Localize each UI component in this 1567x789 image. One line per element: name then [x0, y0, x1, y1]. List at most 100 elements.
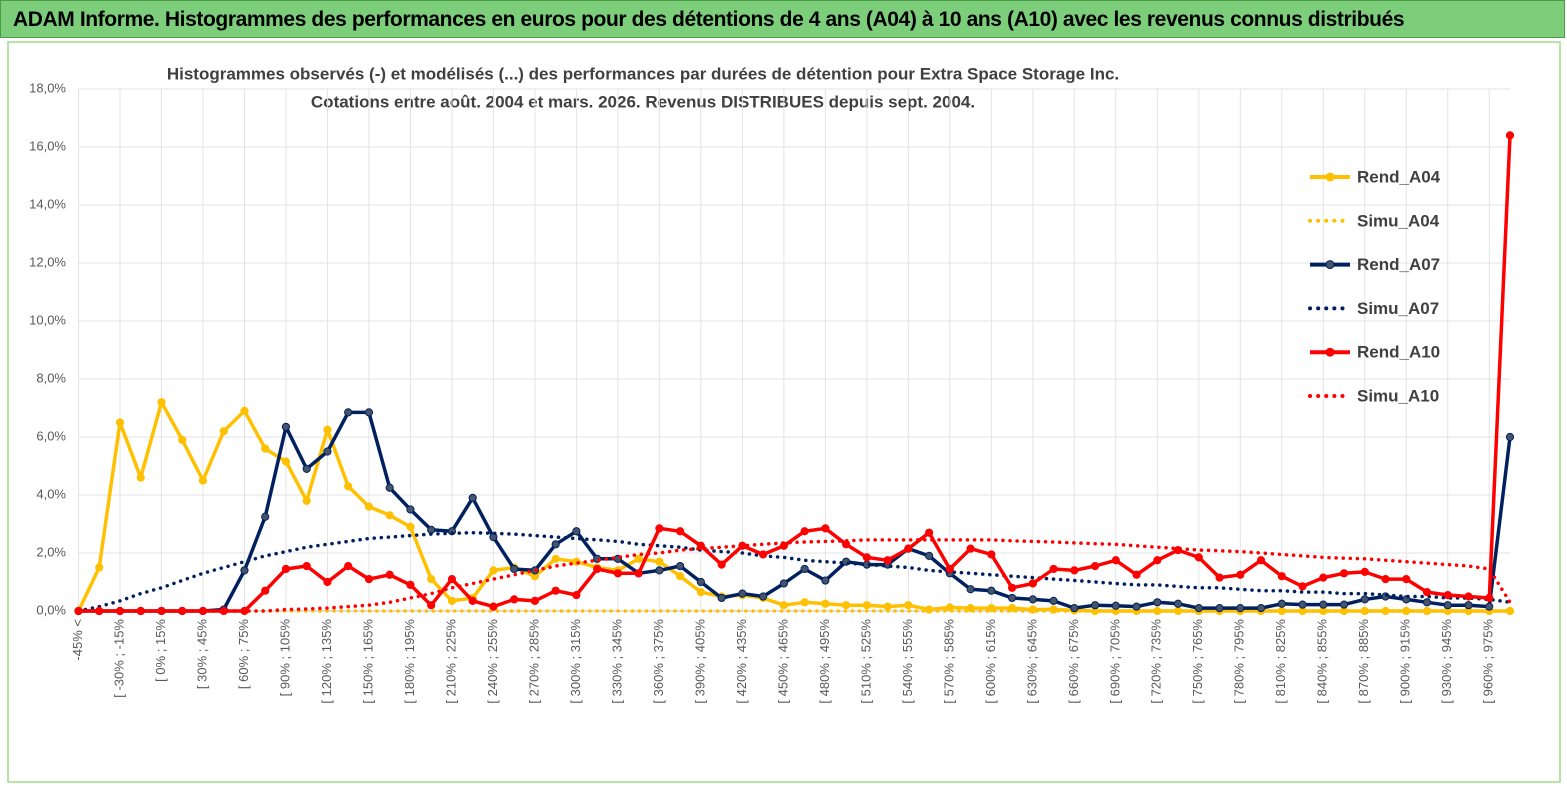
series-marker: [1007, 593, 1017, 603]
series-marker: [240, 406, 249, 415]
x-tick-label: [ 360% ; 375%: [651, 619, 666, 704]
series-marker: [1256, 556, 1266, 565]
x-tick-label: [ 960% ; 975%: [1481, 619, 1496, 704]
series-marker: [1028, 595, 1037, 604]
series-marker: [676, 527, 685, 536]
series-marker: [1236, 604, 1245, 613]
series-marker: [1132, 570, 1141, 579]
series-marker: [1153, 556, 1162, 565]
series-marker: [1194, 604, 1203, 613]
series-marker: [1007, 604, 1017, 613]
x-tick-label: [ 630% ; 645%: [1024, 619, 1039, 704]
series-marker: [1236, 570, 1245, 579]
series-marker: [1319, 600, 1328, 609]
series-marker: [1319, 573, 1328, 582]
series-marker: [510, 595, 519, 604]
series-marker: [1422, 598, 1432, 607]
legend-marker: [1325, 347, 1335, 357]
series-marker: [1339, 569, 1349, 578]
x-tick-label: [ 840% ; 855%: [1315, 619, 1330, 704]
series-marker: [281, 564, 291, 574]
y-tick-label: 2,0%: [36, 544, 66, 559]
series-marker: [1111, 556, 1120, 565]
series-line: [76, 538, 1512, 613]
series-marker: [1464, 601, 1473, 610]
series-marker: [1505, 432, 1515, 442]
x-tick-label: [ 420% ; 435%: [734, 619, 749, 704]
x-tick-label: [ 660% ; 675%: [1066, 619, 1081, 704]
series-marker: [779, 601, 788, 610]
series-marker: [779, 579, 788, 588]
series-marker: [883, 556, 892, 565]
x-tick-label: -45% <: [70, 619, 85, 661]
series-marker: [323, 425, 332, 434]
series-marker: [1028, 579, 1037, 588]
series-marker: [406, 505, 415, 514]
series-marker: [1505, 606, 1515, 616]
series-marker: [821, 576, 830, 585]
series-marker: [1402, 575, 1411, 584]
y-tick-label: 14,0%: [29, 196, 66, 211]
series-marker: [261, 586, 270, 595]
series-marker: [800, 527, 809, 536]
series-marker: [1422, 588, 1432, 597]
series-marker: [1381, 575, 1390, 584]
series-marker: [696, 577, 705, 587]
series-marker: [281, 422, 291, 431]
series-marker: [987, 550, 996, 559]
series-marker: [385, 483, 394, 492]
series-marker: [115, 418, 125, 427]
series-marker: [364, 502, 374, 511]
x-tick-label: [ 90% ; 105%: [277, 619, 292, 697]
series-marker: [447, 596, 457, 605]
series-marker: [157, 398, 166, 407]
series-marker: [530, 596, 540, 605]
x-tick-label: [ 870% ; 885%: [1356, 619, 1371, 704]
series-marker: [344, 482, 353, 491]
header-bar: ADAM Informe. Histogrammes des performan…: [0, 0, 1565, 38]
x-tick-label: [ 570% ; 585%: [941, 619, 956, 704]
series-marker: [344, 408, 353, 417]
series-marker: [676, 572, 685, 581]
y-tick-label: 18,0%: [29, 80, 66, 95]
series-line: [78, 135, 1512, 613]
series-marker: [302, 561, 311, 571]
series-marker: [1215, 573, 1224, 582]
series-marker: [406, 522, 415, 531]
series-marker: [1464, 592, 1473, 601]
series-marker: [510, 564, 519, 574]
x-tick-label: [ 30% ; 45%: [194, 619, 209, 690]
chart: Histogrammes observés (-) et modélisés (…: [7, 41, 1561, 783]
y-tick-label: 0,0%: [36, 602, 66, 617]
series-marker: [136, 473, 145, 482]
x-tick-label: [ 690% ; 705%: [1107, 619, 1122, 704]
x-tick-label: [ 810% ; 825%: [1273, 619, 1288, 704]
series-marker: [1090, 601, 1100, 610]
x-tick-label: [ 720% ; 735%: [1149, 619, 1164, 704]
series-marker: [800, 598, 809, 607]
y-tick-label: 16,0%: [29, 138, 66, 153]
series-marker: [219, 427, 228, 436]
chart-title: Histogrammes observés (-) et modélisés (…: [167, 64, 1119, 83]
series-marker: [593, 564, 602, 574]
series-marker: [1298, 600, 1307, 609]
legend-label: Rend_A10: [1357, 343, 1440, 362]
series-marker: [987, 586, 996, 595]
series-marker: [427, 575, 436, 584]
series-marker: [198, 476, 208, 485]
series-marker: [759, 550, 768, 559]
series-marker: [302, 496, 311, 505]
series-marker: [655, 524, 664, 533]
y-tick-label: 8,0%: [36, 370, 66, 385]
series-marker: [281, 457, 291, 466]
series-marker: [1277, 572, 1286, 581]
series-marker: [323, 447, 332, 456]
series-marker: [1090, 561, 1100, 571]
series-marker: [634, 554, 643, 563]
legend-label: Simu_A07: [1357, 299, 1439, 318]
series-marker: [1339, 600, 1349, 609]
x-tick-label: [ 510% ; 525%: [858, 619, 873, 704]
x-tick-label: [ 300% ; 315%: [568, 619, 583, 704]
series-marker: [1360, 595, 1369, 604]
